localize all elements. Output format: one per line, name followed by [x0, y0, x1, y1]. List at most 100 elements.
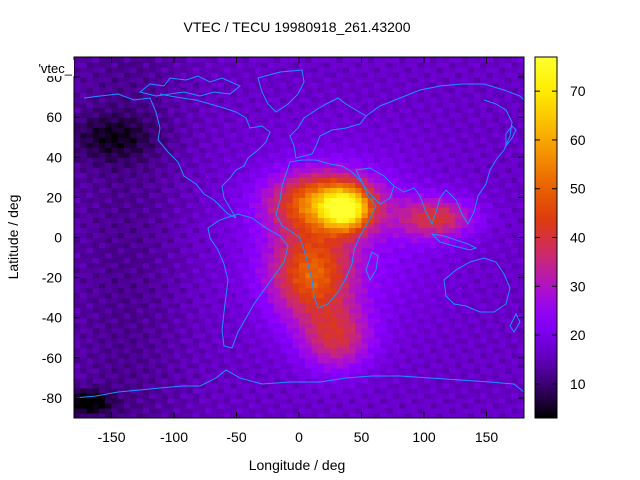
heatmap-cell: [211, 307, 219, 314]
heatmap-cell: [136, 162, 144, 168]
heatmap-cell: [411, 217, 419, 224]
heatmap-cell: [324, 307, 331, 314]
heatmap-cell: [480, 352, 488, 359]
heatmap-cell: [505, 157, 513, 163]
heatmap-cell: [392, 227, 400, 234]
heatmap-cell: [355, 367, 363, 374]
heatmap-cell: [186, 327, 194, 334]
heatmap-cell: [267, 267, 275, 274]
heatmap-cell: [499, 222, 506, 229]
heatmap-cell: [499, 352, 506, 359]
heatmap-cell: [180, 222, 188, 229]
heatmap-cell: [136, 172, 144, 178]
heatmap-cell: [492, 402, 500, 409]
heatmap-cell: [236, 372, 244, 379]
heatmap-cell: [292, 267, 300, 274]
heatmap-cell: [255, 292, 263, 299]
heatmap-cell: [280, 167, 288, 173]
heatmap-cell: [336, 212, 344, 219]
heatmap-cell: [249, 122, 256, 128]
heatmap-cell: [417, 97, 425, 103]
heatmap-cell: [205, 102, 213, 108]
heatmap-cell: [155, 382, 163, 389]
heatmap-cell: [480, 332, 488, 339]
heatmap-cell: [242, 272, 250, 279]
heatmap-cell: [336, 262, 344, 269]
heatmap-cell: [492, 232, 500, 239]
heatmap-cell: [399, 152, 406, 158]
heatmap-cell: [174, 272, 181, 279]
heatmap-cell: [342, 147, 350, 153]
heatmap-cell: [80, 412, 88, 418]
heatmap-cell: [405, 152, 413, 158]
heatmap-cell: [130, 142, 138, 148]
heatmap-cell: [442, 387, 450, 394]
heatmap-cell: [424, 127, 431, 133]
heatmap-cell: [330, 217, 338, 224]
heatmap-cell: [92, 267, 100, 274]
heatmap-cell: [124, 72, 131, 78]
heatmap-cell: [480, 277, 488, 284]
heatmap-cell: [105, 157, 113, 163]
heatmap-cell: [224, 337, 231, 344]
heatmap-cell: [517, 247, 524, 254]
heatmap-cell: [242, 257, 250, 264]
heatmap-cell: [492, 217, 500, 224]
heatmap-cell: [355, 92, 363, 98]
heatmap-cell: [280, 197, 288, 203]
heatmap-cell: [311, 277, 319, 284]
heatmap-cell: [380, 387, 388, 394]
heatmap-cell: [199, 222, 206, 229]
heatmap-cell: [286, 122, 294, 128]
heatmap-cell: [117, 182, 125, 188]
heatmap-cell: [80, 92, 88, 98]
heatmap-cell: [361, 177, 369, 183]
heatmap-cell: [436, 192, 444, 198]
heatmap-cell: [455, 172, 463, 178]
heatmap-cell: [130, 237, 138, 244]
heatmap-cell: [261, 347, 269, 354]
heatmap-cell: [130, 222, 138, 229]
heatmap-cell: [424, 137, 431, 143]
heatmap-cell: [130, 177, 138, 183]
heatmap-cell: [411, 107, 419, 113]
heatmap-cell: [480, 72, 488, 78]
heatmap-cell: [305, 242, 313, 249]
heatmap-cell: [130, 157, 138, 163]
heatmap-cell: [474, 207, 481, 214]
heatmap-cell: [455, 187, 463, 193]
heatmap-cell: [230, 192, 238, 198]
heatmap-cell: [217, 292, 225, 299]
heatmap-cell: [430, 162, 438, 168]
heatmap-cell: [286, 132, 294, 138]
heatmap-cell: [86, 327, 94, 334]
heatmap-cell: [374, 92, 381, 98]
heatmap-cell: [161, 387, 169, 394]
heatmap-cell: [205, 332, 213, 339]
heatmap-cell: [167, 242, 175, 249]
heatmap-cell: [386, 222, 394, 229]
heatmap-cell: [174, 142, 181, 148]
heatmap-cell: [317, 172, 325, 178]
heatmap-cell: [130, 137, 138, 143]
heatmap-cell: [455, 387, 463, 394]
heatmap-cell: [267, 257, 275, 264]
heatmap-cell: [486, 77, 494, 83]
heatmap-cell: [467, 397, 475, 404]
heatmap-cell: [161, 317, 169, 324]
heatmap-cell: [99, 382, 106, 389]
heatmap-cell: [124, 152, 131, 158]
heatmap-cell: [236, 262, 244, 269]
heatmap-cell: [317, 92, 325, 98]
heatmap-cell: [186, 397, 194, 404]
heatmap-cell: [305, 387, 313, 394]
heatmap-cell: [130, 287, 138, 294]
heatmap-cell: [467, 262, 475, 269]
heatmap-cell: [199, 337, 206, 344]
heatmap-cell: [299, 97, 306, 103]
heatmap-cell: [355, 157, 363, 163]
heatmap-cell: [211, 292, 219, 299]
heatmap-cell: [461, 342, 469, 349]
heatmap-cell: [474, 332, 481, 339]
heatmap-cell: [205, 382, 213, 389]
